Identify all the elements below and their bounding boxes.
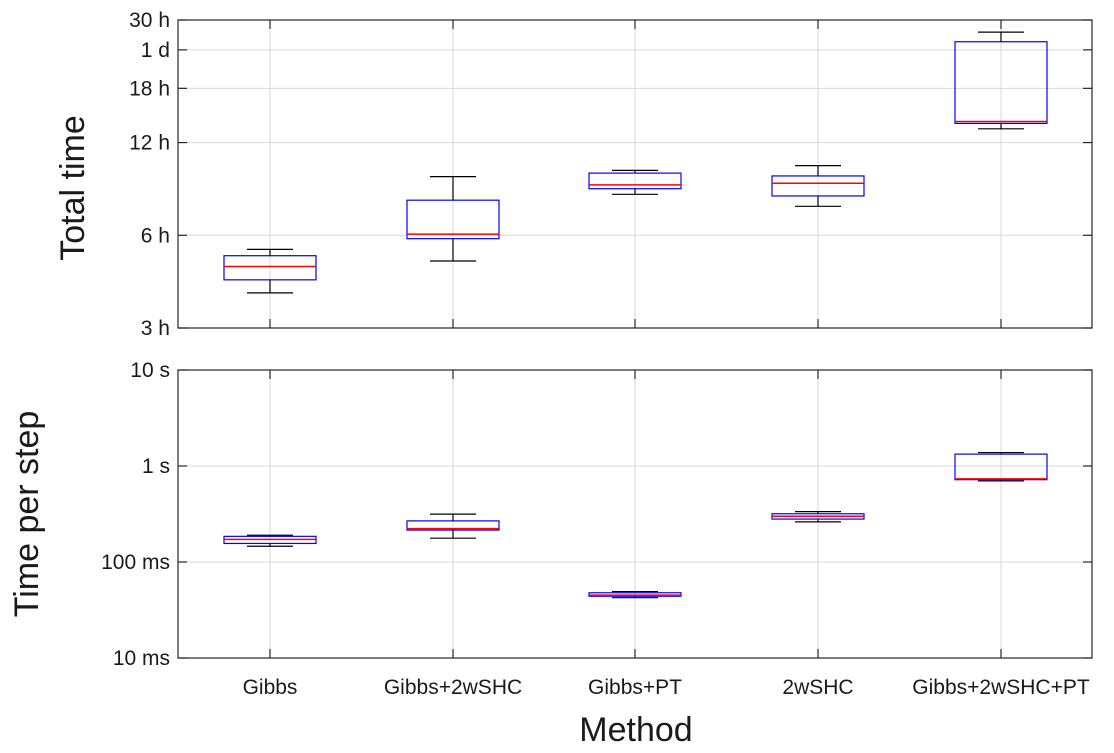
time-per-step-ytick-label-0: 10 ms (113, 647, 170, 670)
total-time-2wshc-box (771, 175, 865, 197)
xtick-label-gibbs-pt: Gibbs+PT (588, 676, 682, 699)
time-per-step-ytick-label-3: 10 s (130, 359, 170, 382)
time-per-step-gibbs-2wshc-box (406, 520, 500, 531)
xtick-label-2wshc: 2wSHC (782, 676, 853, 699)
total-time-gibbs-2wshc-pt-box (954, 41, 1048, 124)
total-time-panel: 3 h 6 h 12 h 18 h 1 d 30 h (129, 9, 1093, 340)
total-time-gibbs-2wshc-box (406, 199, 500, 240)
xtick-label-gibbs-2wshc: Gibbs+2wSHC (384, 676, 522, 699)
time-per-step-ytick-label-2: 1 s (142, 455, 170, 478)
xtick-label-gibbs: Gibbs (243, 676, 298, 699)
time-per-step-gibbs-2wshc-pt-box (954, 453, 1048, 481)
method-axis-label: Method (579, 711, 692, 749)
total-time-gibbs-box (223, 255, 317, 281)
xtick-label-gibbs-2wshc-pt: Gibbs+2wSHC+PT (912, 676, 1090, 699)
total-time-ytick-label-4: 1 d (141, 39, 170, 62)
time-per-step-panel: 10 ms 100 ms 1 s 10 s Gibbs Gibbs+2wSHC Gibbs+… (101, 359, 1093, 699)
total-time-ytick-label-1: 6 h (141, 224, 170, 247)
total-time-gibbs-pt-box (588, 172, 682, 190)
time-per-step-axis-label: Time per step (8, 411, 46, 618)
total-time-ytick-label-3: 18 h (129, 77, 170, 100)
time-per-step-ytick-label-1: 100 ms (101, 551, 170, 574)
total-time-axis-label: Total time (54, 115, 92, 261)
total-time-ytick-label-2: 12 h (129, 132, 170, 155)
total-time-ytick-label-5: 30 h (129, 9, 170, 32)
total-time-ytick-label-0: 3 h (141, 317, 170, 340)
